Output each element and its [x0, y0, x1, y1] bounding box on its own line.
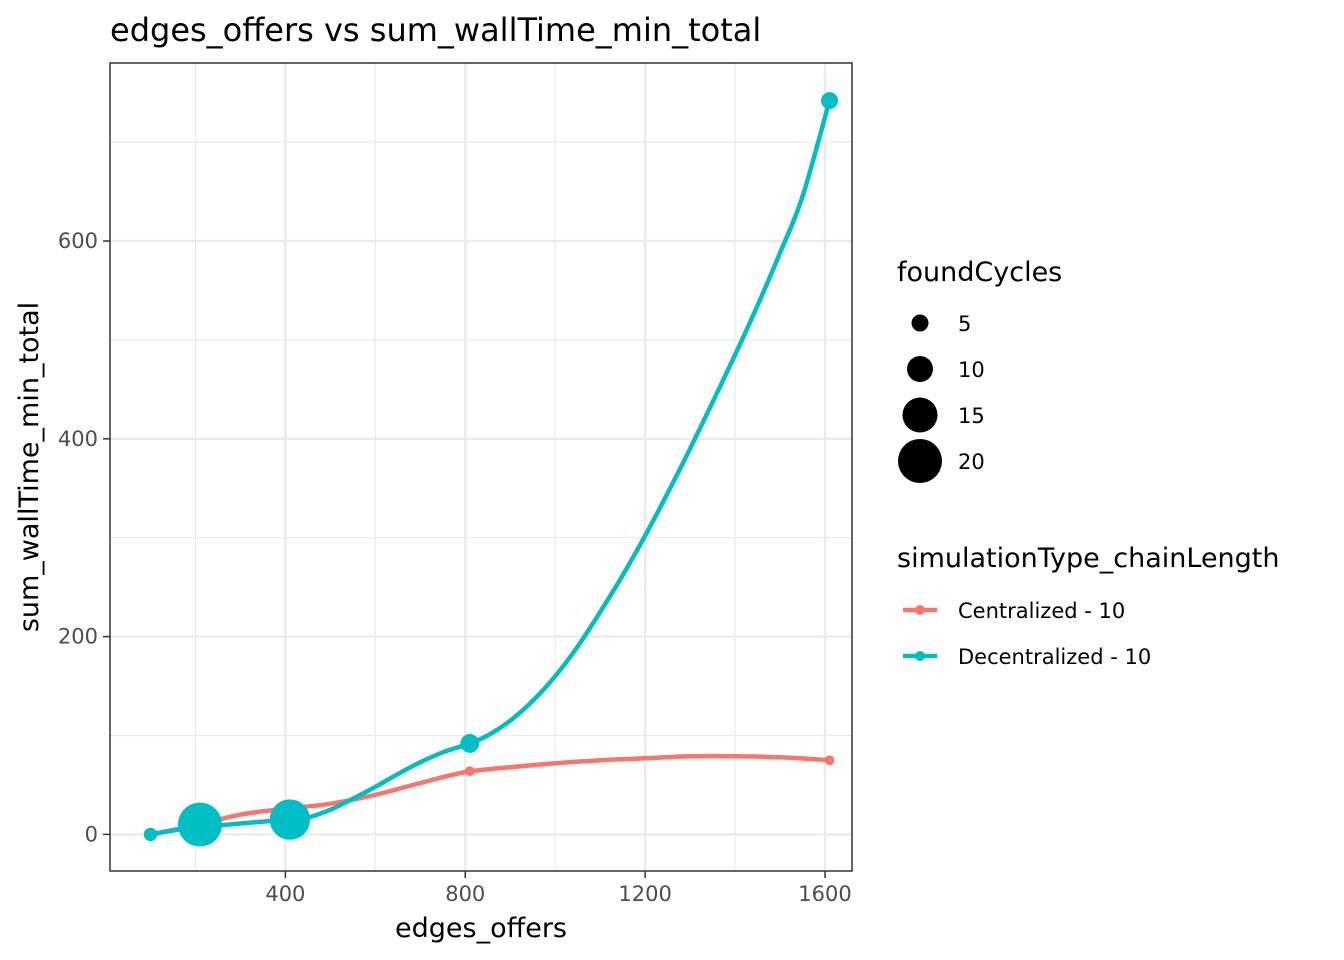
x-axis: 400 800 1200 1600	[265, 871, 852, 906]
y-tick-label: 200	[58, 625, 98, 649]
data-point-decentralized-10	[269, 799, 311, 840]
plot-area	[109, 62, 853, 872]
size-legend-key	[911, 314, 929, 332]
data-point-decentralized-10	[460, 734, 480, 753]
chart-title: edges_offers vs sum_wallTime_min_total	[110, 11, 761, 49]
y-tick-label: 0	[85, 822, 98, 846]
y-axis-title: sum_wallTime_min_total	[14, 302, 45, 632]
size-legend-key	[907, 356, 933, 382]
color-legend: simulationType_chainLength Centralized -…	[897, 543, 1280, 669]
size-legend-key	[898, 439, 942, 483]
series-line-decentralized-10	[148, 98, 832, 837]
x-tick-label: 400	[265, 882, 305, 906]
size-legend-label: 15	[958, 404, 985, 428]
x-axis-title: edges_offers	[395, 913, 567, 944]
series-points	[143, 92, 839, 847]
color-legend-label: Centralized - 10	[958, 599, 1125, 623]
data-point-decentralized-10	[821, 92, 839, 110]
series-line-centralized-10	[148, 753, 832, 837]
plot-border	[109, 62, 853, 872]
data-point-decentralized-10	[177, 802, 222, 847]
data-point-centralized-10	[464, 766, 475, 777]
color-legend-title: simulationType_chainLength	[897, 543, 1280, 574]
y-tick-label: 600	[58, 229, 98, 253]
color-legend-key-point	[915, 605, 925, 615]
data-point-decentralized-10	[143, 827, 158, 842]
size-legend: foundCycles 5 10 15 20	[897, 257, 1062, 483]
x-tick-label: 1600	[798, 882, 851, 906]
x-tick-label: 800	[445, 882, 485, 906]
color-legend-label: Decentralized - 10	[958, 645, 1151, 669]
size-legend-entries: 5 10 15 20	[898, 312, 985, 483]
size-legend-label: 5	[958, 312, 971, 336]
grid-minor	[110, 63, 852, 871]
size-legend-label: 20	[958, 450, 985, 474]
series-lines	[148, 98, 832, 837]
color-legend-key-point	[915, 651, 925, 661]
size-legend-label: 10	[958, 358, 985, 382]
y-tick-label: 400	[58, 427, 98, 451]
y-axis: 0 200 400 600	[58, 229, 110, 846]
plot-background	[110, 63, 852, 871]
size-legend-key	[902, 397, 938, 433]
x-tick-label: 1200	[618, 882, 671, 906]
data-point-centralized-10	[824, 755, 835, 766]
color-legend-entries: Centralized - 10 Decentralized - 10	[903, 599, 1151, 669]
size-legend-title: foundCycles	[897, 257, 1062, 288]
